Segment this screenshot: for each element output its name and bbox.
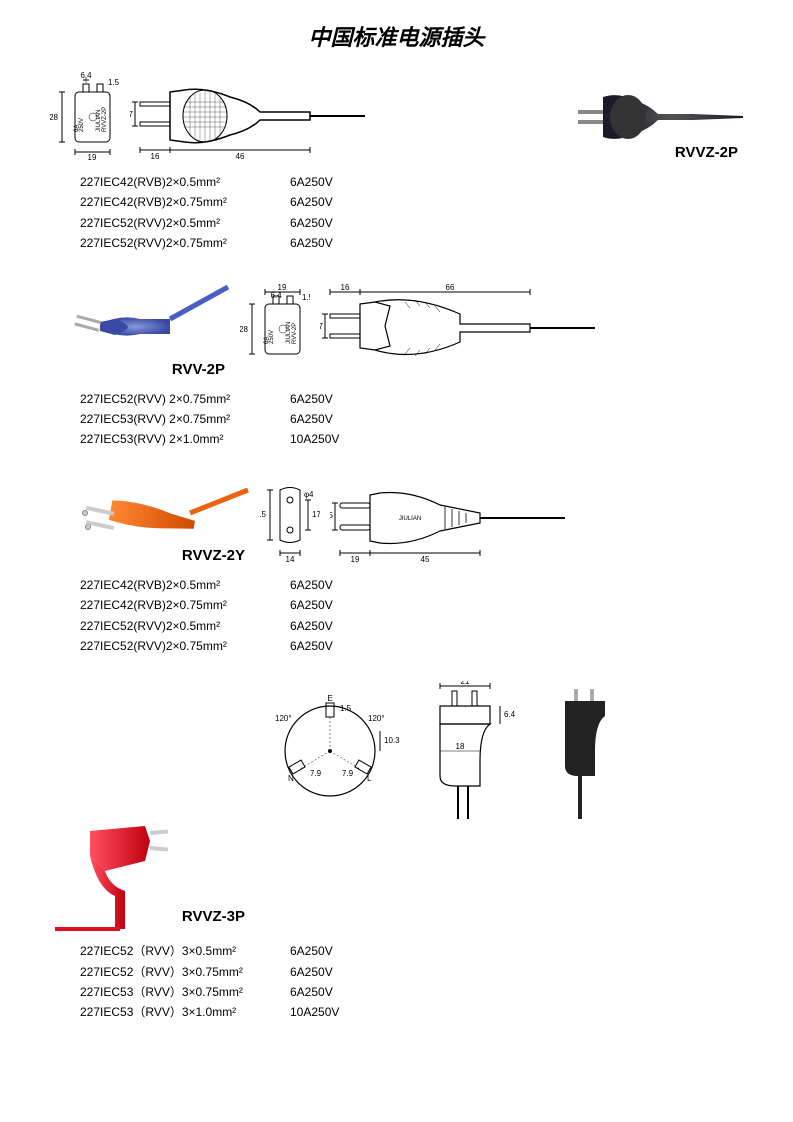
plug-label: RVVZ-3P (182, 908, 245, 925)
page-title: 中国标准电源插头 (50, 20, 743, 52)
side-view-diagram: 16 46 12.7 (130, 72, 370, 162)
section-rvv-2p: RVV-2P 19 6.4 1.5 28 6A 250V JIULIAN RVV… (50, 279, 743, 450)
svg-text:28: 28 (240, 325, 249, 334)
svg-text:RVV-2P: RVV-2P (292, 322, 298, 343)
svg-text:17.5: 17.5 (312, 510, 320, 519)
svg-text:12.7: 12.7 (130, 110, 134, 119)
svg-text:19: 19 (88, 153, 97, 162)
svg-text:6.4: 6.4 (270, 291, 282, 300)
svg-text:1.5: 1.5 (340, 704, 352, 713)
svg-text:250V: 250V (79, 118, 85, 132)
svg-text:18.5: 18.5 (330, 511, 334, 520)
svg-text:18: 18 (456, 742, 465, 751)
section-rvvz-2y: RVVZ-2Y φ4 35.5 14 17.5 JIULIAN 19 (50, 475, 743, 657)
svg-text:120°: 120° (275, 714, 292, 723)
svg-text:RVVZ-2P: RVVZ-2P (102, 107, 108, 132)
spec-list: 227IEC42(RVB)2×0.5mm²6A250V 227IEC42(RVB… (80, 172, 743, 254)
plug-photo: RVVZ-3P (50, 801, 250, 931)
svg-text:28: 28 (50, 113, 59, 122)
plug-label: RVVZ-2P (675, 144, 738, 161)
svg-text:7.9: 7.9 (342, 769, 354, 778)
svg-text:L: L (367, 774, 372, 783)
svg-text:1.5: 1.5 (302, 293, 310, 302)
svg-text:6.4: 6.4 (80, 72, 92, 80)
front-view-diagram: 6.4 1.5 28 19 6A 250V JIULIAN RVVZ-2P (50, 72, 120, 162)
svg-text:N: N (288, 774, 294, 783)
svg-text:46: 46 (236, 152, 245, 161)
section-rvvz-3p: E N L 120° 120° 1.5 7.9 7.9 10.3 21 6.4 … (50, 681, 743, 1023)
side-view-diagram: JIULIAN 19 45 18.5 (330, 475, 570, 565)
front-view-diagram: φ4 35.5 14 17.5 (260, 475, 320, 565)
plug-photo: RVV-2P (50, 279, 230, 379)
spec-list: 227IEC52（RVV）3×0.5mm²6A250V 227IEC52（RVV… (80, 941, 743, 1023)
svg-text:16: 16 (151, 152, 160, 161)
front-view-diagram: 19 6.4 1.5 28 6A 250V JIULIAN RVV-2P (240, 284, 310, 374)
svg-text:16: 16 (341, 284, 350, 292)
plug-label: RVV-2P (172, 361, 225, 378)
svg-text:14: 14 (286, 555, 295, 564)
svg-text:120°: 120° (368, 714, 385, 723)
svg-text:6.4: 6.4 (504, 710, 516, 719)
plug-photo: RVVZ-2Y (50, 475, 250, 565)
svg-text:66: 66 (446, 284, 455, 292)
svg-text:12.7: 12.7 (320, 322, 324, 331)
spec-list: 227IEC42(RVB)2×0.5mm²6A250V 227IEC42(RVB… (80, 575, 743, 657)
plug-label: RVVZ-2Y (182, 547, 245, 564)
plug-photo: RVVZ-2P (573, 72, 743, 162)
front-view-diagram: E N L 120° 120° 1.5 7.9 7.9 10.3 (260, 681, 400, 821)
svg-text:7.9: 7.9 (310, 769, 322, 778)
plug-side-photo (540, 681, 630, 821)
svg-text:E: E (327, 694, 332, 703)
svg-text:45: 45 (421, 555, 430, 564)
svg-text:10.3: 10.3 (384, 736, 400, 745)
spec-list: 227IEC52(RVV) 2×0.75mm²6A250V 227IEC53(R… (80, 389, 743, 450)
svg-text:21: 21 (461, 681, 470, 686)
svg-text:250V: 250V (269, 330, 275, 344)
svg-text:35.5: 35.5 (260, 510, 267, 519)
svg-text:JIULIAN: JIULIAN (399, 516, 421, 522)
svg-text:1.5: 1.5 (108, 78, 120, 87)
section-rvvz-2p: 6.4 1.5 28 19 6A 250V JIULIAN RVVZ-2P (50, 72, 743, 254)
side-view-diagram: 21 6.4 18 (410, 681, 530, 821)
svg-text:19: 19 (351, 555, 360, 564)
side-view-diagram: 16 66 12.7 (320, 284, 600, 374)
svg-text:4: 4 (309, 490, 314, 499)
